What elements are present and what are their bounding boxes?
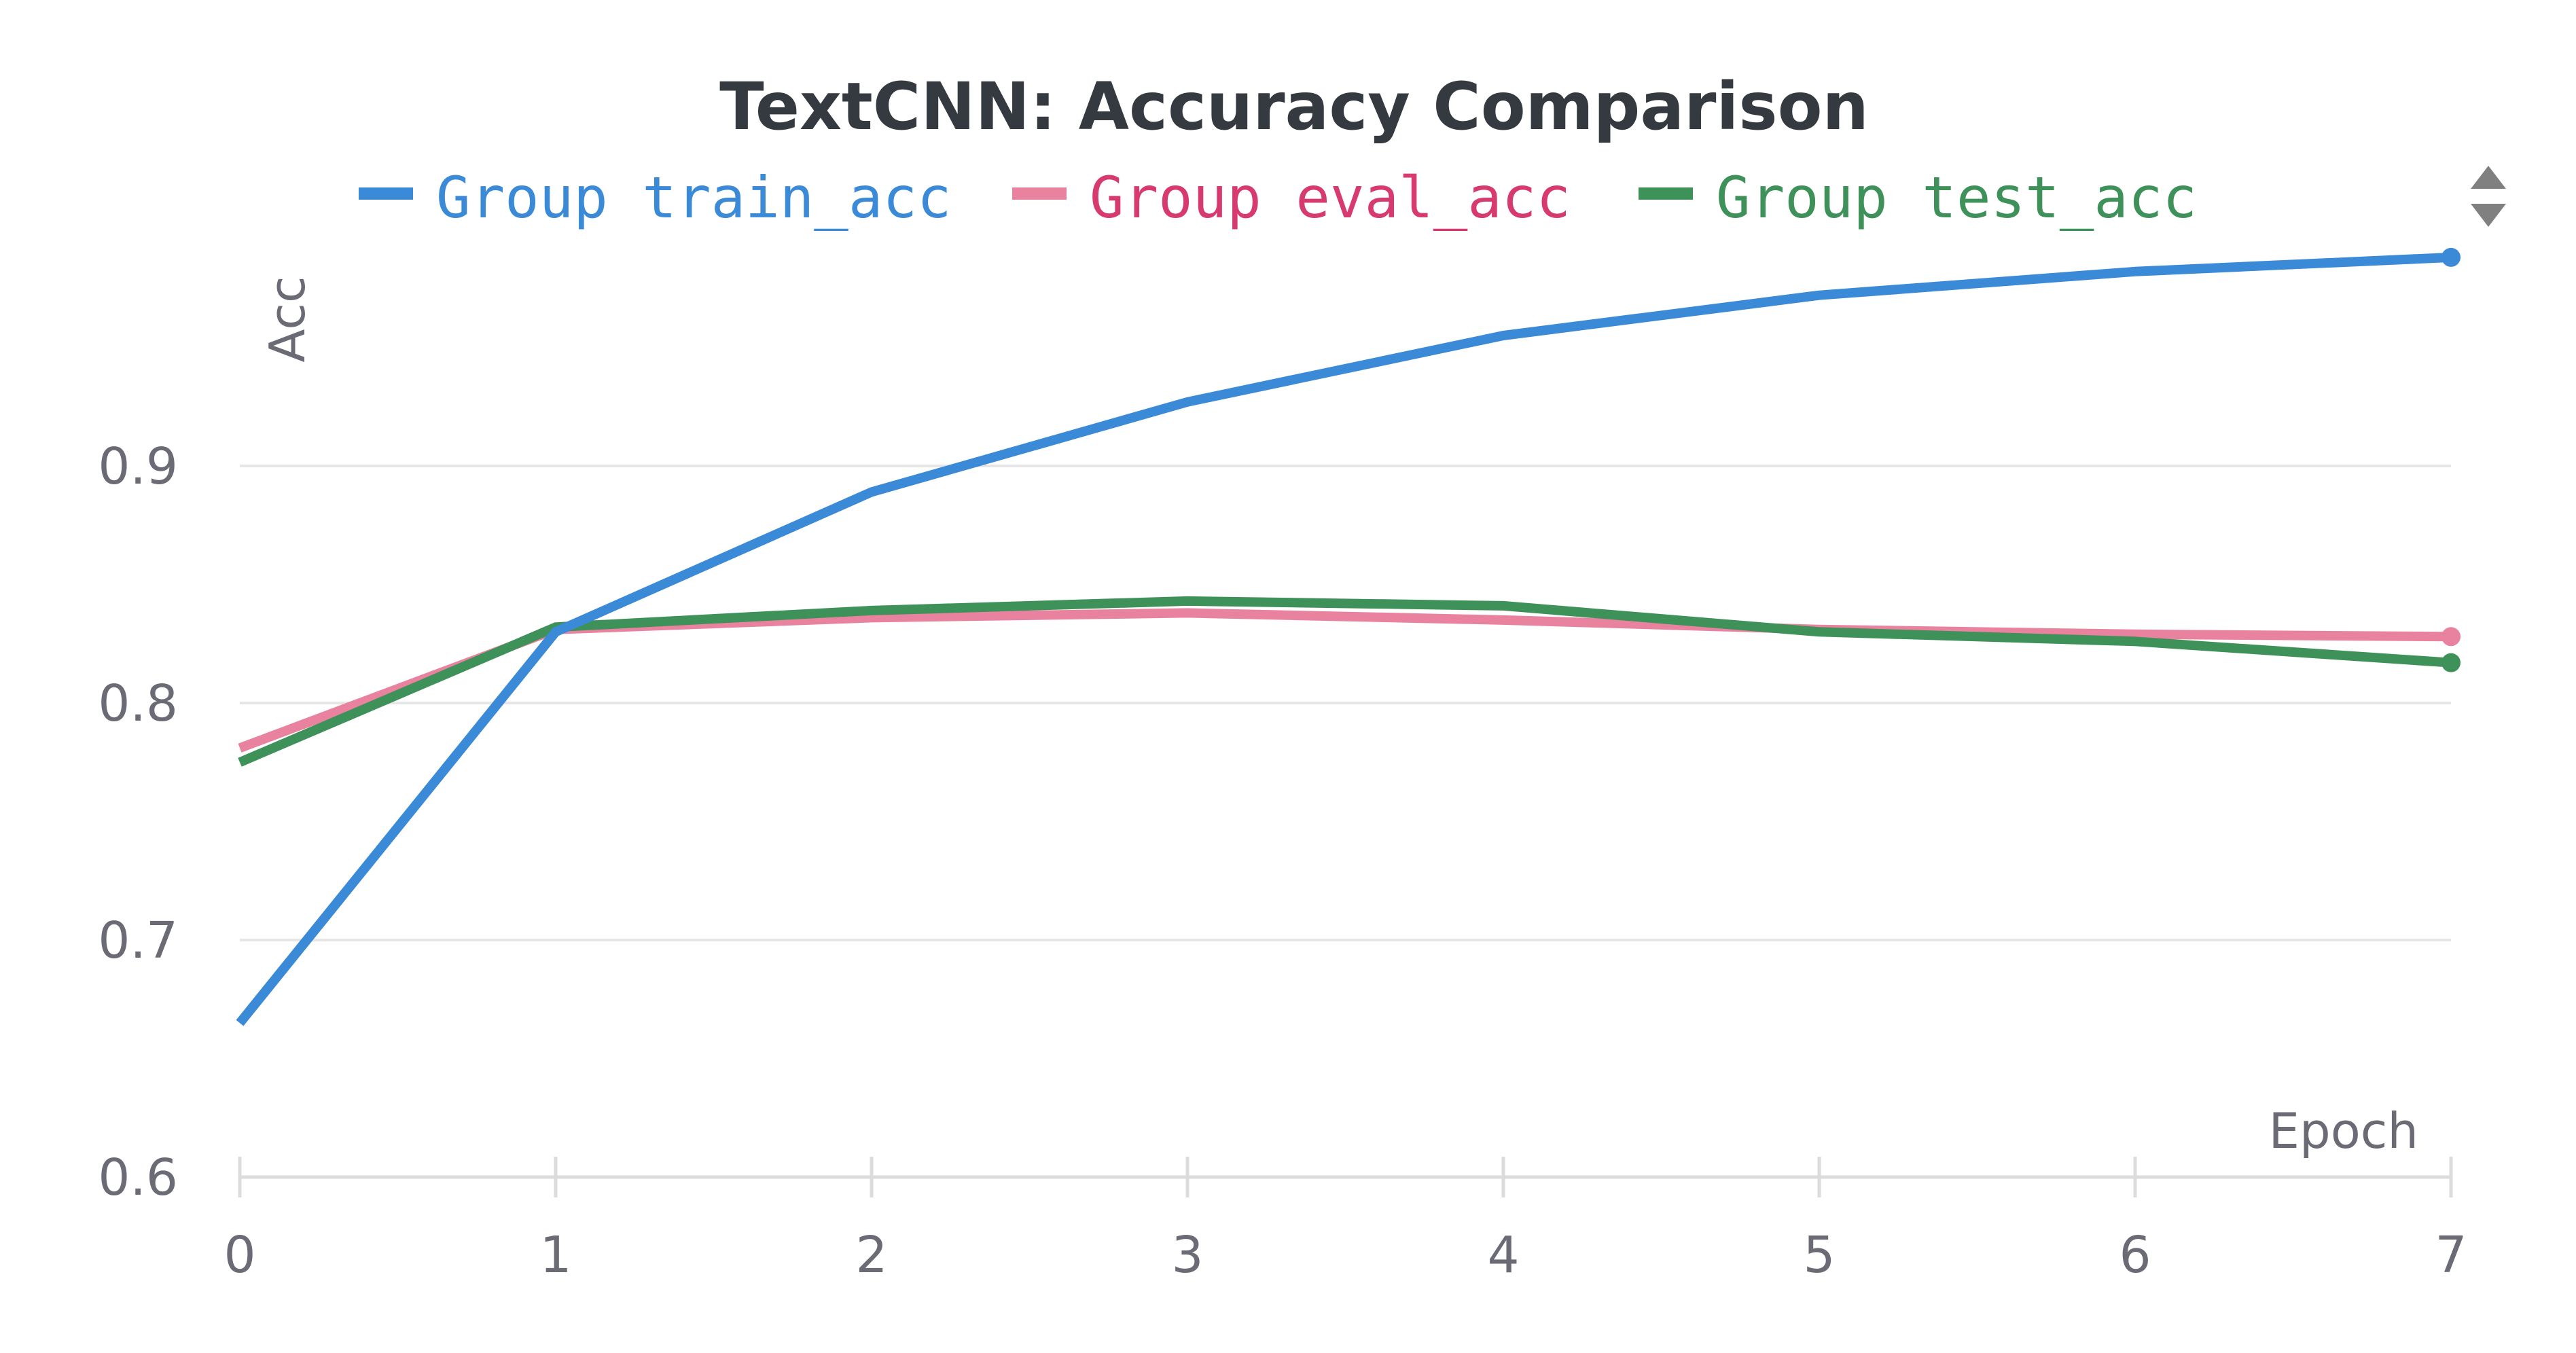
x-tick-label: 6	[2119, 1226, 2151, 1284]
legend-scroll[interactable]	[2471, 166, 2506, 227]
y-axis: 0.6 0.7 0.8 0.9	[98, 437, 178, 1207]
y-tick-label: 0.9	[98, 437, 178, 496]
grid	[240, 465, 2451, 941]
y-tick-label: 0.6	[98, 1149, 178, 1207]
legend-label: Group test_acc	[1716, 164, 2197, 231]
triangle-up-icon[interactable]	[2471, 166, 2506, 189]
x-tick-label: 1	[539, 1226, 571, 1284]
legend-item[interactable]: Group train_acc	[359, 164, 952, 231]
x-tick-label: 0	[223, 1226, 255, 1284]
y-tick-label: 0.7	[98, 912, 178, 970]
series-line	[238, 608, 2452, 753]
y-tick-label: 0.8	[98, 674, 178, 733]
legend-label: Group train_acc	[436, 164, 952, 231]
series-end-point	[2441, 247, 2461, 267]
y-axis-label: Acc	[259, 276, 316, 362]
x-axis-label: Epoch	[2269, 1102, 2418, 1159]
x-tick-label: 3	[1171, 1226, 1203, 1284]
chart-title: TextCNN: Accuracy Comparison	[719, 69, 1869, 145]
legend-item[interactable]: Group eval_acc	[1012, 164, 1571, 231]
series-line	[238, 596, 2452, 767]
legend-label: Group eval_acc	[1090, 164, 1571, 231]
x-tick-label: 5	[1803, 1226, 1835, 1284]
x-tick-label: 4	[1487, 1226, 1519, 1284]
legend: Group train_acc Group eval_acc Group test_…	[359, 164, 2197, 231]
series-line	[236, 252, 2452, 1026]
x-axis: 0 1 2 3 4 5 6 7	[223, 1157, 2467, 1284]
series-end-point	[2441, 653, 2461, 672]
series-layer	[236, 247, 2461, 1026]
series-end-point	[2441, 627, 2461, 647]
triangle-down-icon[interactable]	[2471, 204, 2506, 227]
x-tick-label: 2	[855, 1226, 887, 1284]
legend-item[interactable]: Group test_acc	[1639, 164, 2197, 231]
x-tick-label: 7	[2435, 1226, 2467, 1284]
